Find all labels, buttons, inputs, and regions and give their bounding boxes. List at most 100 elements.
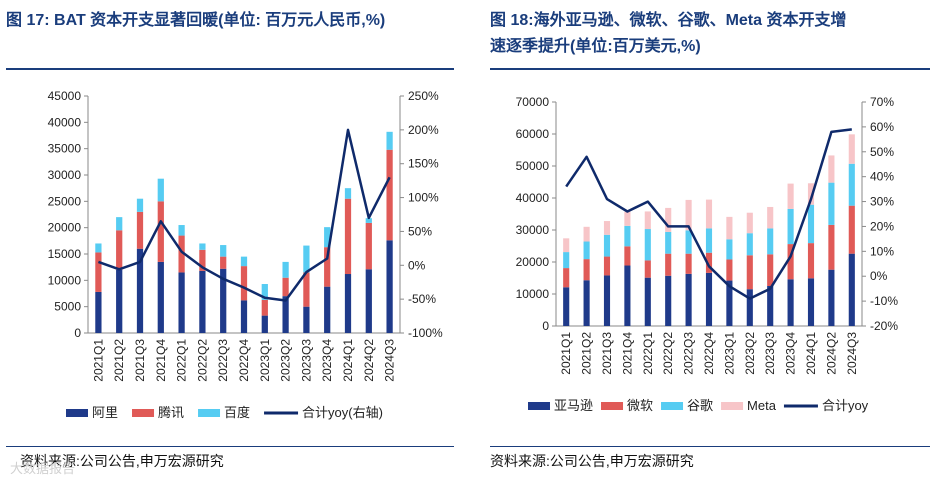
- left-bar-腾讯-2022Q1: [178, 235, 185, 273]
- right-bar-Meta-2021Q4: [624, 211, 631, 226]
- left-y2-tick-label-2: 0%: [408, 258, 426, 272]
- left-y-tick-label-8: 40000: [48, 115, 82, 129]
- right-panel: 图 18:海外亚马逊、微软、谷歌、Meta 资本开支增 速逐季提升(单位:百万美…: [476, 0, 934, 485]
- left-y-tick-label-1: 5000: [54, 300, 81, 314]
- right-bar-谷歌-2023Q3: [767, 228, 774, 255]
- left-y-tick-label-7: 35000: [48, 142, 82, 156]
- left-bar-阿里-2023Q3: [303, 306, 310, 333]
- right-bar-亚马逊-2021Q4: [624, 265, 631, 326]
- left-legend-swatch-腾讯: [132, 409, 155, 417]
- right-bar-谷歌-2021Q3: [603, 234, 611, 257]
- left-bar-百度-2021Q4: [157, 178, 164, 202]
- left-bar-百度-2024Q1: [344, 188, 352, 199]
- left-legend-swatch-阿里: [66, 409, 88, 417]
- right-x-tick-label-3: 2021Q4: [620, 332, 634, 375]
- right-x-tick-label-4: 2022Q1: [641, 332, 655, 375]
- left-bar-百度-2022Q3: [220, 245, 227, 257]
- left-bar-腾讯-2022Q2: [199, 249, 206, 271]
- right-y-tick-label-3: 30000: [516, 223, 550, 237]
- left-bar-百度-2021Q3: [136, 198, 144, 212]
- left-x-tick-label-14: 2024Q3: [383, 339, 397, 382]
- right-bar-谷歌-2021Q1: [563, 252, 570, 269]
- right-bar-微软-2022Q3: [685, 253, 692, 274]
- right-bar-Meta-2024Q2: [828, 155, 835, 183]
- left-bar-百度-2022Q1: [178, 225, 185, 236]
- right-bar-微软-2024Q1: [807, 243, 815, 279]
- right-bar-亚马逊-2024Q2: [828, 269, 835, 326]
- right-bar-亚马逊-2021Q1: [563, 287, 570, 326]
- left-bar-腾讯-2021Q3: [136, 211, 144, 249]
- right-legend-label-Meta: Meta: [747, 398, 777, 413]
- right-y2-tick-label-5: 30%: [870, 195, 894, 209]
- right-y-tick-label-1: 10000: [516, 287, 550, 301]
- left-bar-百度-2021Q2: [116, 217, 123, 231]
- right-x-tick-label-5: 2022Q2: [661, 332, 675, 375]
- left-y2-tick-label-0: -100%: [408, 326, 443, 340]
- left-y-tick-label-9: 45000: [48, 89, 82, 103]
- left-x-tick-label-3: 2021Q4: [154, 339, 168, 382]
- right-y2-tick-label-9: 70%: [870, 95, 894, 109]
- left-x-tick-label-13: 2024Q2: [362, 339, 376, 382]
- right-x-tick-label-0: 2021Q1: [559, 332, 573, 375]
- right-y-tick-label-5: 50000: [516, 159, 550, 173]
- right-bar-谷歌-2022Q1: [644, 229, 651, 261]
- left-x-tick-label-12: 2024Q1: [341, 339, 355, 382]
- left-x-tick-label-1: 2021Q2: [112, 339, 126, 382]
- right-x-tick-label-2: 2021Q3: [600, 332, 614, 375]
- right-y2-tick-label-0: -20%: [870, 319, 898, 333]
- left-bar-阿里-2022Q1: [178, 272, 185, 333]
- right-y-tick-label-7: 70000: [516, 95, 550, 109]
- right-y2-tick-label-1: -10%: [870, 294, 898, 308]
- right-bar-微软-2021Q1: [563, 268, 570, 288]
- right-legend-label-谷歌: 谷歌: [687, 398, 713, 413]
- right-bar-微软-2022Q2: [665, 253, 672, 276]
- left-bar-阿里-2021Q2: [116, 269, 123, 333]
- right-bar-亚马逊-2023Q3: [767, 286, 774, 326]
- left-bar-阿里-2023Q2: [282, 296, 289, 333]
- right-bar-亚马逊-2021Q2: [583, 280, 590, 326]
- left-panel: 图 17: BAT 资本开支显著回暖(单位: 百万元人民币,%) 0 5000 10…: [0, 0, 460, 485]
- left-bar-阿里-2023Q1: [261, 315, 268, 333]
- right-bar-谷歌-2023Q1: [726, 239, 733, 260]
- left-bar-阿里-2022Q2: [199, 270, 206, 333]
- right-source-note: 资料来源:公司公告,申万宏源研究: [490, 453, 694, 469]
- left-y2-tick-label-3: 50%: [408, 224, 432, 238]
- right-bar-微软-2023Q3: [767, 254, 774, 286]
- right-x-tick-label-6: 2022Q3: [682, 332, 696, 375]
- right-bar-谷歌-2022Q3: [685, 230, 692, 254]
- right-x-tick-label-9: 2023Q2: [743, 332, 757, 375]
- right-bar-Meta-2024Q1: [807, 183, 815, 205]
- left-bar-腾讯-2023Q1: [261, 299, 268, 316]
- left-y-tick-label-4: 20000: [48, 221, 82, 235]
- right-y-tick-label-4: 40000: [516, 191, 550, 205]
- right-bar-亚马逊-2022Q2: [665, 275, 672, 326]
- right-bar-谷歌-2024Q3: [848, 163, 855, 206]
- left-y-tick-label-3: 15000: [48, 247, 82, 261]
- left-y-tick-label-6: 30000: [48, 168, 82, 182]
- right-bar-微软-2021Q4: [624, 246, 631, 266]
- left-x-tick-label-11: 2023Q4: [320, 339, 334, 382]
- right-legend-swatch-Meta: [721, 402, 744, 410]
- right-bar-亚马逊-2022Q1: [644, 277, 651, 326]
- right-bar-微软-2022Q4: [705, 252, 713, 273]
- right-y2-tick-label-3: 10%: [870, 244, 894, 258]
- left-bar-百度-2024Q2: [365, 218, 372, 223]
- left-legend-label-百度: 百度: [224, 405, 250, 420]
- left-bar-腾讯-2023Q2: [282, 277, 289, 297]
- right-y2-tick-label-2: 0%: [870, 269, 888, 283]
- right-bar-微软-2021Q3: [603, 256, 611, 276]
- left-bar-阿里-2022Q3: [220, 268, 227, 333]
- right-x-tick-label-11: 2023Q4: [784, 332, 798, 375]
- right-bar-谷歌-2021Q2: [583, 241, 590, 260]
- right-x-tick-label-14: 2024Q3: [845, 332, 859, 375]
- left-y2-tick-label-5: 150%: [408, 157, 439, 171]
- right-bar-微软-2024Q2: [828, 224, 835, 270]
- left-bar-百度-2023Q4: [324, 227, 331, 248]
- right-legend-label-亚马逊: 亚马逊: [554, 398, 593, 413]
- right-bar-亚马逊-2023Q4: [787, 279, 794, 326]
- right-bar-谷歌-2023Q4: [787, 208, 794, 245]
- right-bar-Meta-2023Q3: [767, 206, 774, 229]
- right-x-tick-label-1: 2021Q2: [580, 332, 594, 375]
- left-bar-阿里-2022Q4: [240, 300, 248, 333]
- left-bar-百度-2024Q3: [386, 131, 393, 150]
